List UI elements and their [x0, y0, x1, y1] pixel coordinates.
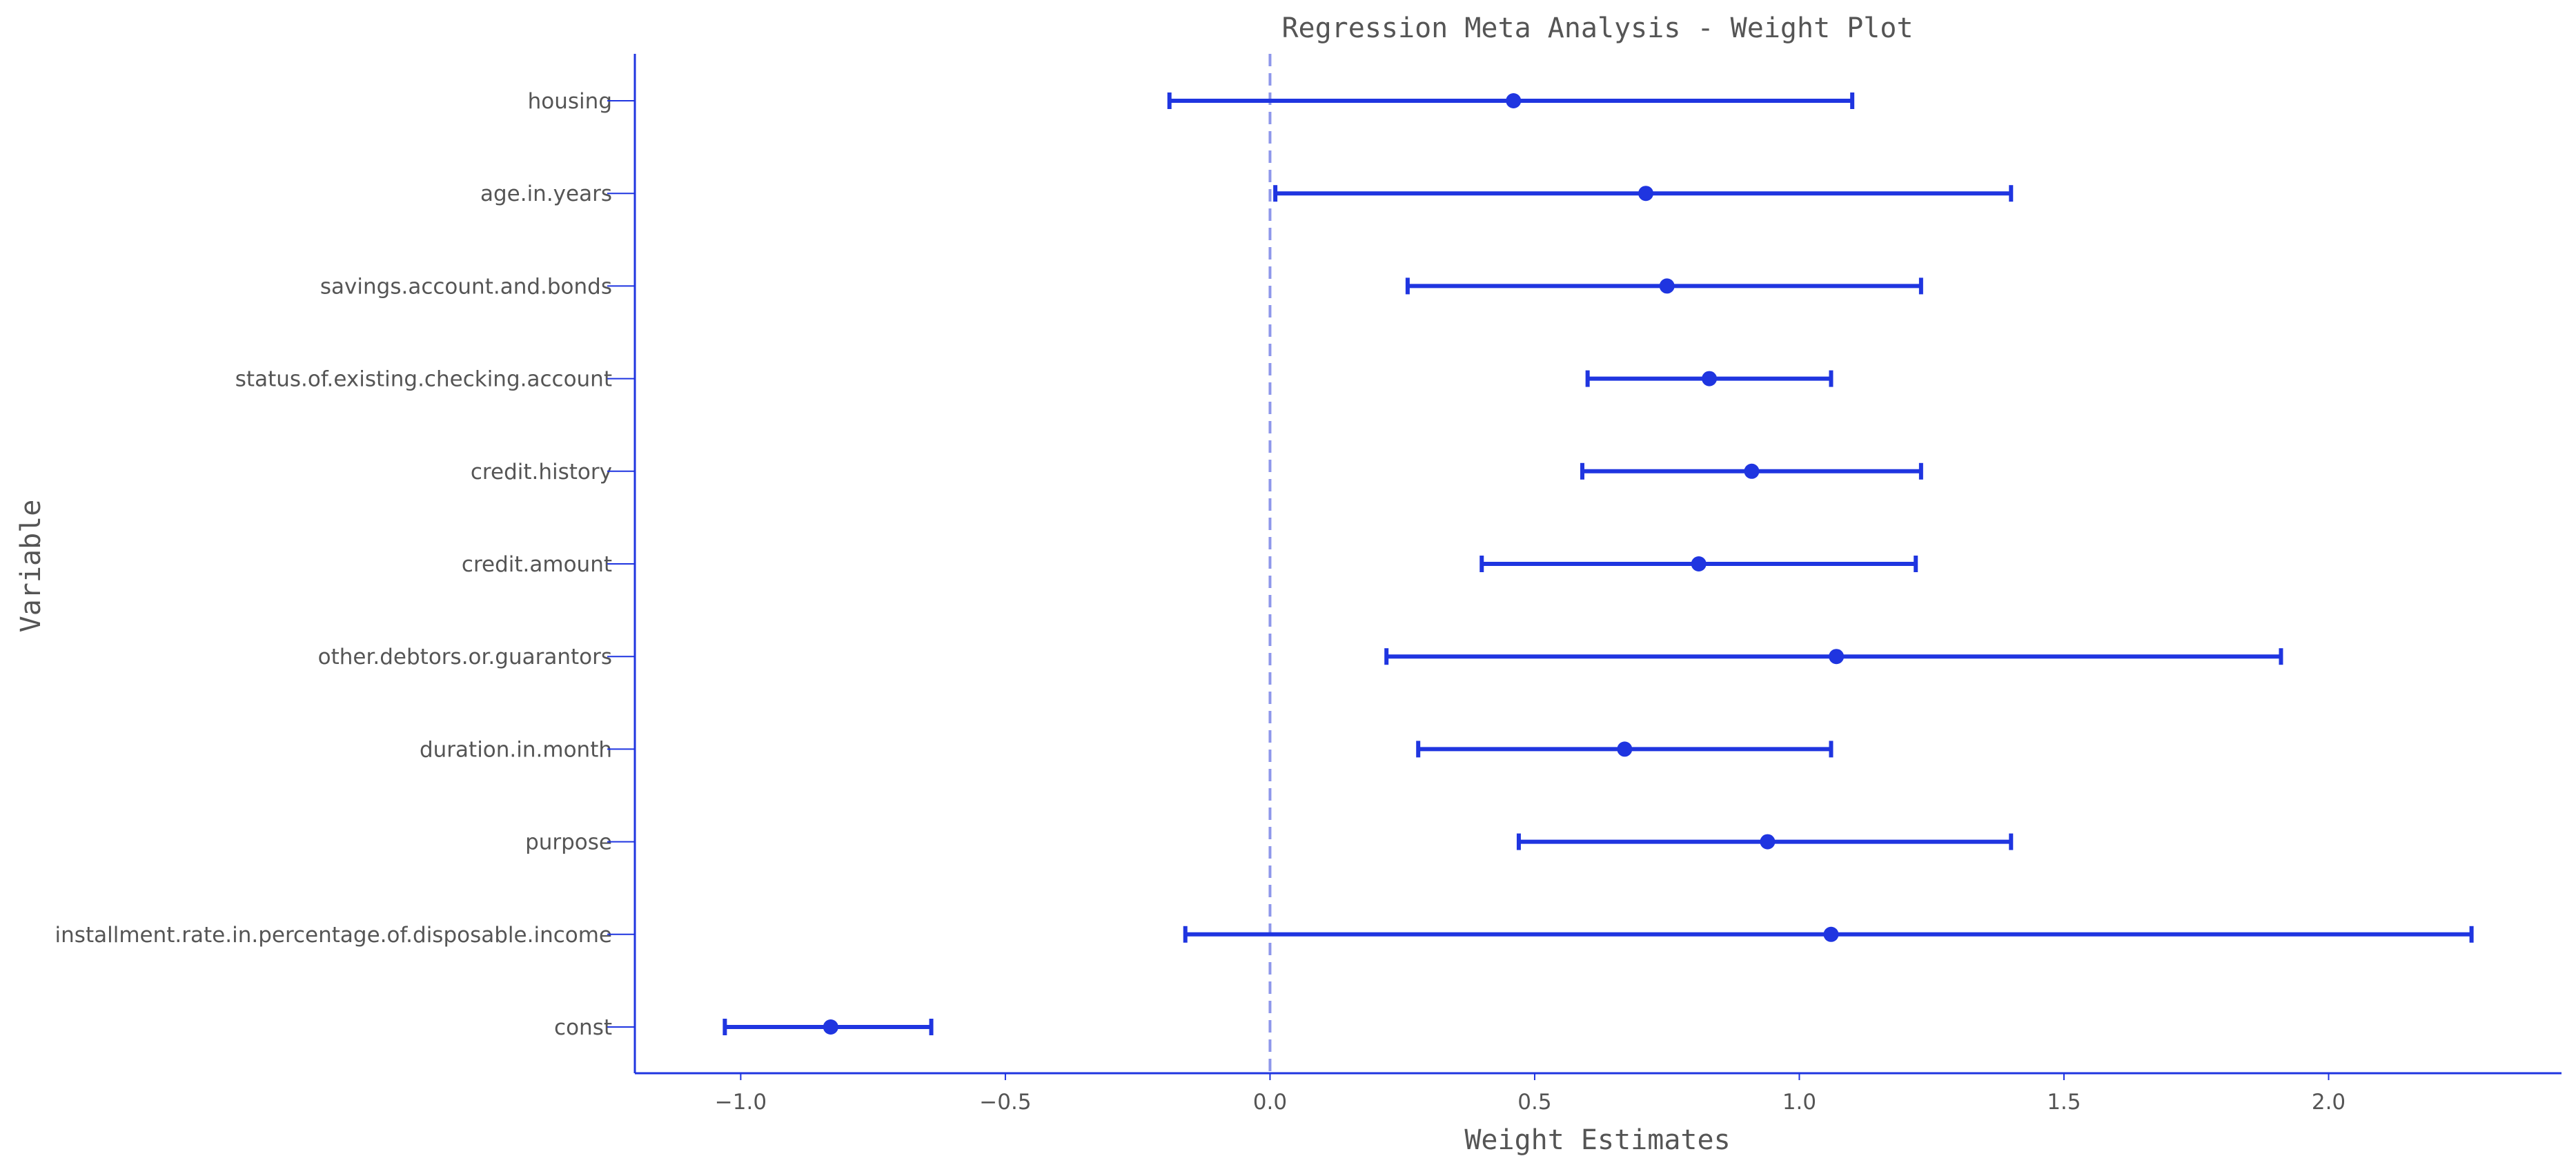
variable-row: installment.rate.in.percentage.of.dispos…	[55, 923, 2474, 948]
estimate-point	[823, 1019, 838, 1035]
variable-row: const	[554, 1015, 934, 1040]
y-tick-label: savings.account.and.bonds	[320, 274, 612, 299]
y-tick-label: housing	[528, 89, 612, 114]
variable-row: duration.in.month	[420, 737, 1833, 762]
x-tick-label: 1.5	[2047, 1090, 2081, 1115]
estimate-point	[1744, 463, 1760, 479]
y-tick-label: credit.history	[471, 460, 612, 485]
estimate-point	[1702, 371, 1718, 387]
variable-row: savings.account.and.bonds	[320, 274, 1923, 299]
estimate-point	[1691, 556, 1707, 571]
estimate-point	[1659, 278, 1675, 294]
variable-row: age.in.years	[480, 182, 2014, 206]
x-tick-label: −1.0	[715, 1090, 767, 1115]
variable-row: purpose	[525, 830, 2014, 855]
x-tick-label: 0.0	[1253, 1090, 1287, 1115]
estimate-point	[1638, 186, 1654, 202]
chart-title: Regression Meta Analysis - Weight Plot	[1281, 12, 1913, 44]
y-tick-label: duration.in.month	[420, 737, 612, 762]
y-tick-label: installment.rate.in.percentage.of.dispos…	[55, 923, 612, 948]
y-tick-label: credit.amount	[462, 552, 612, 577]
y-axis-label: Variable	[15, 500, 47, 633]
variable-row: housing	[528, 89, 1855, 114]
y-tick-label: status.of.existing.checking.account	[235, 367, 612, 392]
y-tick-label: other.debtors.or.guarantors	[318, 645, 612, 669]
variable-rows: housing age.in.years savings.account.and.b…	[55, 89, 2474, 1040]
y-tick-label: age.in.years	[480, 182, 612, 206]
y-tick-label: const	[554, 1015, 612, 1040]
estimate-point	[1506, 93, 1522, 108]
estimate-point	[1760, 834, 1776, 850]
y-tick-label: purpose	[525, 830, 612, 855]
estimate-point	[1617, 741, 1633, 757]
x-axis-label: Weight Estimates	[1464, 1124, 1730, 1156]
variable-row: status.of.existing.checking.account	[235, 367, 1833, 392]
x-axis-ticks: −1.0 −0.5 0.0 0.5 1.0 1.5 2.0	[715, 1073, 2346, 1115]
variable-row: credit.history	[471, 460, 1923, 485]
x-tick-label: 2.0	[2312, 1090, 2346, 1115]
variable-row: other.debtors.or.guarantors	[318, 645, 2283, 669]
estimate-point	[1829, 649, 1845, 665]
estimate-point	[1823, 926, 1839, 942]
x-tick-label: 1.0	[1782, 1090, 1816, 1115]
x-tick-label: 0.5	[1517, 1090, 1551, 1115]
variable-row: credit.amount	[462, 552, 1918, 577]
x-tick-label: −0.5	[979, 1090, 1031, 1115]
